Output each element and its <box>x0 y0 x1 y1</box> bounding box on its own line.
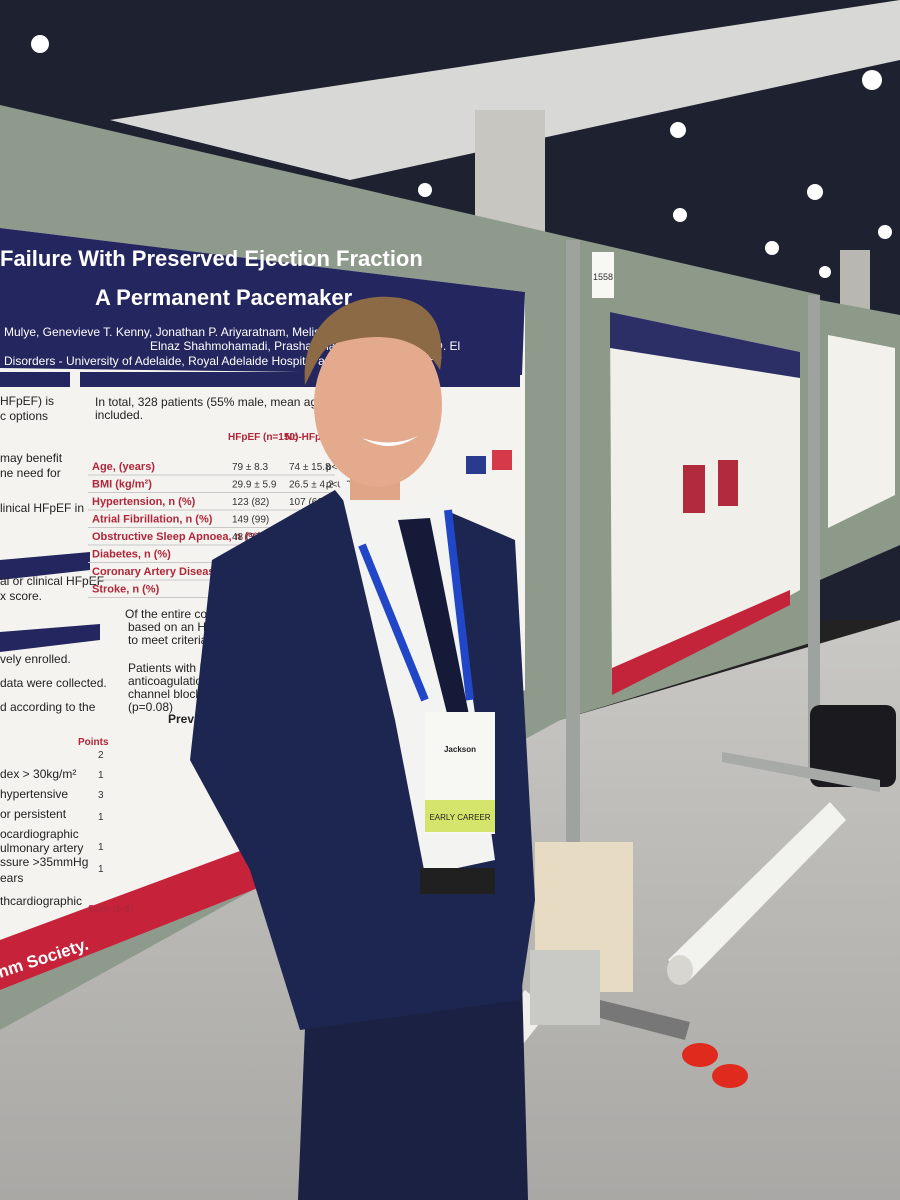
face <box>314 323 442 487</box>
table-cell: 26.5 ± 4.2 <box>289 480 334 491</box>
person: Jackson EARLY CAREER <box>190 296 535 1200</box>
smile <box>362 436 418 447</box>
disc <box>712 1064 748 1088</box>
poster-text-line: ne need for <box>0 466 61 480</box>
pillar <box>840 250 870 310</box>
points-label: ssure >35mmHg <box>0 855 88 869</box>
board-post <box>808 295 820 775</box>
poster-text-line: anticoagulation <box>128 674 209 688</box>
poster-text-line: x score. <box>0 589 42 603</box>
poster-text-line: linical HFpEF in <box>0 501 84 515</box>
poster-text-line: channel blocker <box>128 687 212 701</box>
table-header: HFpEF (n=150) <box>228 432 298 443</box>
poster-title: Failure With Preserved Ejection Fraction <box>0 246 423 271</box>
table-row-label: Atrial Fibrillation, n (%) <box>92 514 213 526</box>
table-row-label: Coronary Artery Disease, <box>92 566 224 578</box>
poster-figure <box>718 460 738 506</box>
points-label: ulmonary artery <box>0 841 83 855</box>
lanyard <box>358 543 429 702</box>
board-post <box>566 240 580 1000</box>
board-number: 1558 <box>593 272 613 282</box>
table-row-label: Age, (years) <box>92 461 155 473</box>
points-value: 1 <box>98 812 104 823</box>
poster-text-line: d according to the <box>0 700 96 714</box>
table-row-label: Obstructive Sleep Apnoea, n (%) <box>92 531 262 543</box>
points-label: ocardiographic <box>0 827 79 841</box>
table-cell: 149 (99) <box>232 515 269 526</box>
poster-text-line: included. <box>95 408 143 422</box>
disc <box>682 1043 718 1067</box>
bag <box>810 705 896 787</box>
points-value: 2 <box>98 750 104 761</box>
table-cell: 123 (82) <box>232 497 269 508</box>
hair <box>304 296 442 385</box>
badge-band <box>425 800 495 832</box>
board-base <box>722 752 880 792</box>
poster <box>828 335 895 528</box>
table-cell: 107 (60) <box>289 497 326 508</box>
points-value: 1 <box>98 864 104 875</box>
poster-text-line: may benefit <box>0 451 63 465</box>
poster-text-line: data were collected. <box>0 676 107 690</box>
points-label: dex > 30kg/m² <box>0 767 76 781</box>
poster-figure <box>492 450 512 470</box>
section-bar <box>0 624 100 652</box>
points-value: 1 <box>98 770 104 781</box>
poster-footer <box>0 838 278 990</box>
table-cell: 79 ± 8.3 <box>232 462 269 473</box>
poster-title: A Permanent Pacemaker <box>95 285 353 310</box>
badge: Jackson EARLY CAREER <box>425 712 495 834</box>
poster-text-line: c options <box>0 409 48 423</box>
poster-text-line: al or clinical HFpEF <box>0 574 104 588</box>
section-bar <box>80 372 520 387</box>
belt <box>420 868 495 894</box>
points-value: 1 <box>98 842 104 853</box>
poster-text-line: (p=0.08) <box>128 700 173 714</box>
poster-text-line: to meet criteria for <box>128 633 225 647</box>
poster-text-line: HFpEF) is <box>0 394 54 408</box>
points-value: 3 <box>98 790 104 801</box>
poster-text-line: vely enrolled. <box>0 652 71 666</box>
badge-label: EARLY CAREER <box>429 813 490 822</box>
poster-authors: Mulye, Genevieve T. Kenny, Jonathan P. A… <box>4 325 414 339</box>
points-sum: Sum (0-9) <box>88 904 134 915</box>
points-label: ears <box>0 871 23 885</box>
poster-figure <box>683 465 705 513</box>
table-row-label: Stroke, n (%) <box>92 584 160 596</box>
poster-text-line: Patients with HFp <box>128 661 222 675</box>
section-bar <box>0 372 70 387</box>
lanyard <box>444 509 474 701</box>
points-label: hypertensive <box>0 787 68 801</box>
board-base <box>530 950 600 1025</box>
poster-footer <box>612 590 790 695</box>
points-label: thcardiographic <box>0 894 82 908</box>
points-header: Points <box>78 737 109 748</box>
ceiling-lights <box>31 35 892 278</box>
table-row-label: Hypertension, n (%) <box>92 496 196 508</box>
section-bar <box>0 552 90 580</box>
poster-tube <box>668 802 846 980</box>
poster-figure <box>466 456 486 474</box>
poster-header <box>610 312 800 378</box>
table-row-label: Diabetes, n (%) <box>92 549 171 561</box>
table-cell: 74 ± 15.8 <box>289 462 331 473</box>
table-row-label: BMI (kg/m²) <box>92 479 152 491</box>
board-number-card <box>592 252 614 298</box>
board-base <box>600 1000 690 1040</box>
table-cell: 48 (32) <box>232 532 264 543</box>
table-cell: 29.9 ± 5.9 <box>232 480 277 491</box>
beam <box>110 0 900 180</box>
badge-name: Jackson <box>444 745 476 754</box>
poster-tube <box>667 955 693 985</box>
tie <box>398 518 470 725</box>
points-label: or persistent <box>0 807 67 821</box>
